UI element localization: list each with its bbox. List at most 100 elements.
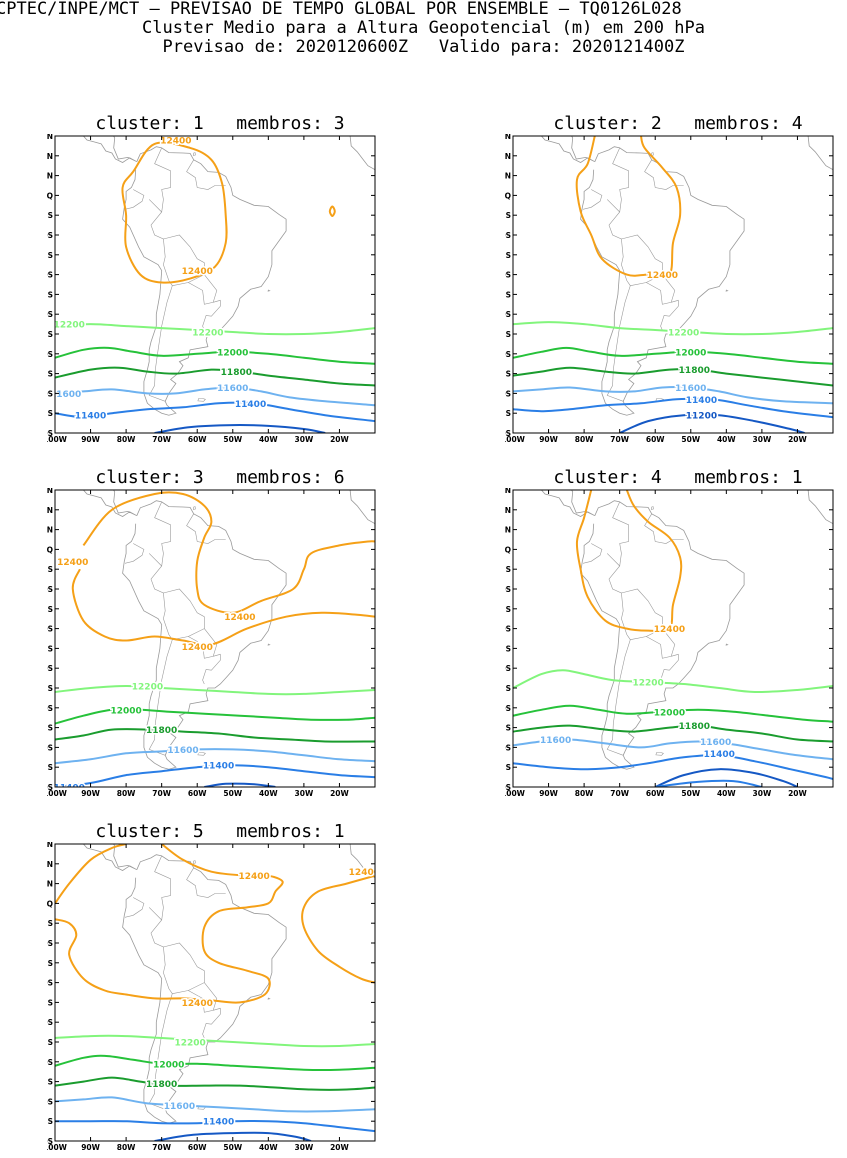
central-america-coastline [540,490,595,517]
contour-11800 [513,366,833,387]
country-border [606,501,631,756]
contour-label-12400: 12400 [647,271,678,281]
lon-label: 80W [575,789,594,798]
contour-11400 [513,397,833,419]
contour-label-12200: 12200 [174,1039,205,1049]
lon-label: 20W [330,1143,349,1152]
map-background [47,134,387,450]
contour-label-11400: 11400 [75,412,106,422]
lat-label: 15S [47,251,53,260]
contour-label-11400: 11400 [203,762,234,772]
lat-label: 10S [505,585,511,594]
contour-12400 [55,844,284,1004]
lon-label: 30W [295,435,314,444]
country-border [186,513,226,544]
contour-12400 [328,205,336,217]
contour-label-12400: 12400 [57,558,88,568]
contour-map: 12400 12200 12000 11800 11600 11600 11400 15N 10… [505,488,845,804]
lat-label: EQ [47,545,53,554]
lat-label: 10N [47,152,53,161]
lat-label: 35S [47,684,53,693]
country-border [148,147,173,402]
contour-12200 [55,323,375,336]
lon-label: 80W [117,1143,136,1152]
lat-label: 25S [47,290,53,299]
contour-label-11400: 11400 [686,396,717,406]
lon-label: 20W [788,789,807,798]
lon-label: 60W [188,1143,207,1152]
lat-label: 20S [47,625,53,634]
central-america-coastline [82,844,137,871]
lat-label: 5S [505,565,511,574]
contour-label-11800: 11800 [146,1080,177,1090]
lat-label: 30S [505,310,511,319]
lat-label: 30S [505,664,511,673]
contour-label-11600: 11600 [217,384,248,394]
lat-label: 5N [505,172,511,181]
country-border [644,159,684,190]
lon-label: 100W [47,789,68,798]
lon-label: 90W [81,789,100,798]
plot-frame [54,843,376,1142]
country-border [124,897,145,918]
central-america-coastline [82,490,137,517]
contour-12200 [55,685,375,696]
lat-label: 5S [47,211,53,220]
map-panel-cluster-4: cluster: 4 membros: 1 12400 12200 12000 118… [505,468,845,804]
central-america-coastline [82,136,137,163]
contour-11400 [55,1119,375,1133]
lon-label: 80W [117,789,136,798]
island-outline [192,860,196,864]
contour-12200 [513,669,833,694]
plot-frame [54,489,376,788]
contour-label-12200: 12200 [632,679,663,689]
lat-label: 55S [47,409,53,418]
lon-label: 50W [681,789,700,798]
country-border [124,543,145,564]
contour-11400 [55,764,375,787]
contour-label-11800: 11800 [221,368,252,378]
lon-label: 40W [259,1143,278,1152]
contour-12400 [301,874,375,984]
contour-12200 [513,321,833,336]
lon-label: 90W [81,435,100,444]
lat-label: 20S [505,271,511,280]
island-outline [650,506,654,510]
lat-label: 10N [47,506,53,515]
panel-title: cluster: 1 membros: 3 [95,113,345,134]
panel-title: cluster: 2 membros: 4 [553,113,803,134]
contour-11400 [55,401,375,423]
contour-label-12200: 12200 [668,329,699,339]
island-outline [197,752,206,756]
contour-label-11600: 11600 [675,384,706,394]
contour-label-12400: 12400 [349,868,380,878]
header-line-1: CPTEC/INPE/MCT — PREVISAO DE TEMPO GLOBA… [0,0,682,19]
contour-11200 [655,779,763,787]
lat-label: 45S [505,724,511,733]
contour-map: 12400 12400 12400 12200 12000 11800 11600 11400… [47,842,387,1158]
plot-area: 12400 12200 12000 11800 11600 11600 11400 [513,490,833,787]
contour-label-12000: 12000 [110,706,141,716]
contour-11200 [619,413,805,433]
africa-coastline [349,136,375,171]
contour-label-11800: 11800 [679,366,710,376]
lat-label: 55S [505,409,511,418]
lat-label: 10S [505,231,511,240]
lat-label: 20S [47,979,53,988]
lat-label: 15S [47,605,53,614]
country-border [163,942,205,994]
country-border [646,274,676,305]
country-border [606,147,631,402]
country-border [646,628,676,659]
country-border [660,653,679,685]
lat-label: 60S [47,429,53,438]
country-border [148,501,173,756]
country-border [186,159,226,190]
lat-label: EQ [505,191,511,200]
lat-label: 5N [47,880,53,889]
lat-label: 45S [47,724,53,733]
contour-label-12400: 12400 [238,872,269,882]
country-border [621,234,663,286]
plot-area: 12400 12400 12400 12200 12000 11800 11600 11400… [55,490,375,787]
contour-label-11600: 11600 [164,1102,195,1112]
